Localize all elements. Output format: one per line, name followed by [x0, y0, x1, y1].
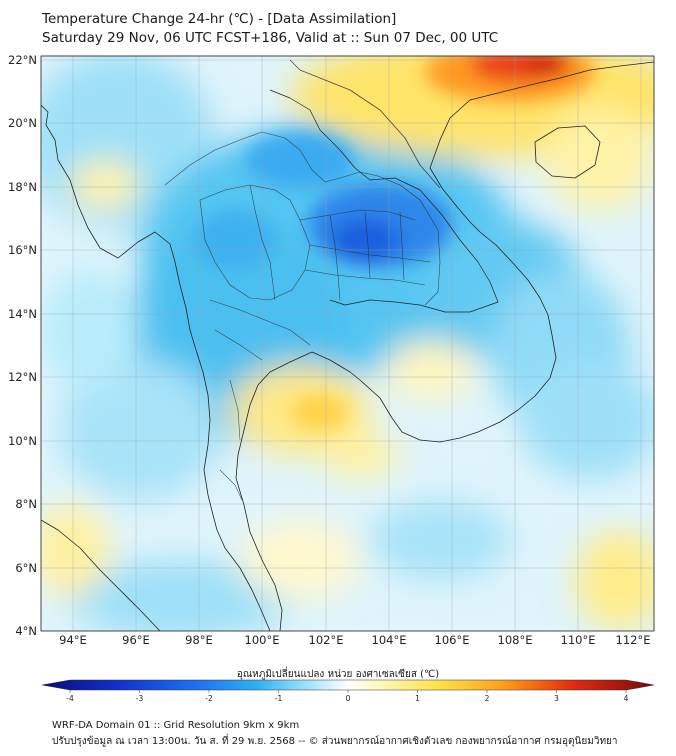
- gridlines: [41, 56, 654, 631]
- lat-tick-20: 20°N: [8, 116, 37, 130]
- colorbar-tick: 2: [485, 694, 490, 703]
- lon-tick-106: 106°E: [435, 633, 470, 647]
- colorbar-tick: 0: [346, 694, 351, 703]
- lat-tick-22: 22°N: [8, 53, 37, 67]
- colorbar-tick: -4: [66, 694, 74, 703]
- lon-tick-96: 96°E: [122, 633, 150, 647]
- footer-credit: ปรับปรุงข้อมูล ณ เวลา 13:00น. วัน ส. ที่…: [52, 736, 618, 747]
- temperature-field: [41, 56, 654, 631]
- lat-tick-12: 12°N: [8, 370, 37, 384]
- colorbar-tick: -1: [275, 694, 283, 703]
- lon-tick-102: 102°E: [309, 633, 344, 647]
- lon-tick-110: 110°E: [561, 633, 596, 647]
- lat-tick-4: 4°N: [15, 624, 37, 638]
- colorbar-tick: 3: [554, 694, 559, 703]
- colorbar: -4 -3 -2 -1 0 1 2 3 4: [41, 679, 655, 703]
- lon-tick-112: 112°E: [616, 633, 651, 647]
- colorbar-tick: 1: [415, 694, 420, 703]
- lat-tick-6: 6°N: [15, 561, 37, 575]
- lat-tick-14: 14°N: [8, 307, 37, 321]
- footer-model-info: WRF-DA Domain 01 :: Grid Resolution 9km …: [52, 720, 300, 731]
- colorbar-label: อุณหภูมิเปลี่ยนแปลง หน่วย องศาเซลเซียส (…: [236, 669, 440, 680]
- lon-tick-108: 108°E: [498, 633, 533, 647]
- lon-tick-100: 100°E: [245, 633, 280, 647]
- map-subtitle: Saturday 29 Nov, 06 UTC FCST+186, Valid …: [42, 30, 499, 46]
- lon-tick-104: 104°E: [372, 633, 407, 647]
- lon-tick-94: 94°E: [59, 633, 87, 647]
- lat-tick-18: 18°N: [8, 180, 37, 194]
- lon-tick-98: 98°E: [185, 633, 213, 647]
- province-borders: [164, 131, 441, 501]
- colorbar-tick: -2: [205, 694, 213, 703]
- coastlines: [41, 59, 654, 631]
- colorbar-tick: 4: [624, 694, 629, 703]
- colorbar-tick: -3: [136, 694, 144, 703]
- lat-tick-16: 16°N: [8, 243, 37, 257]
- lat-tick-8: 8°N: [15, 497, 37, 511]
- map-frame: [40, 55, 655, 632]
- lat-tick-10: 10°N: [8, 434, 37, 448]
- map-title: Temperature Change 24-hr (℃) - [Data Ass…: [42, 11, 397, 27]
